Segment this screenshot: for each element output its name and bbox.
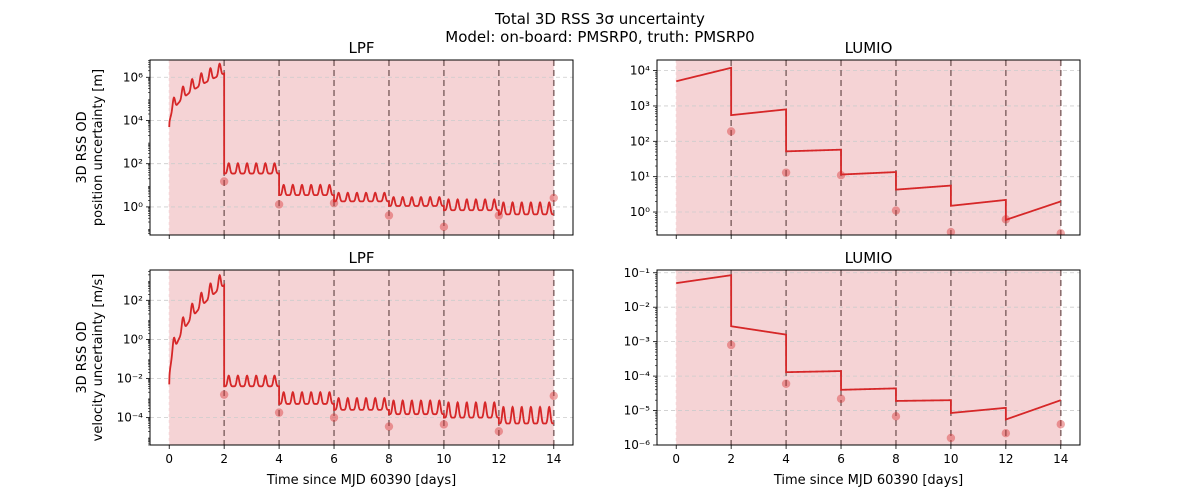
y-tick-label: 10⁻⁵: [624, 404, 651, 418]
y-tick-label: 10⁰: [630, 205, 650, 219]
x-tick-label: 8: [385, 452, 393, 466]
y-tick-label: 10⁻⁴: [117, 411, 144, 425]
figure-title-line1: Total 3D RSS 3σ uncertainty: [494, 10, 705, 28]
x-tick-label: 4: [782, 452, 790, 466]
series-line: [676, 274, 1062, 421]
shaded-region: [169, 60, 554, 235]
measurement-marker: [1001, 429, 1011, 438]
measurement-marker: [439, 222, 449, 232]
y-tick-label: 10⁴: [123, 113, 143, 127]
panel-title: LPF: [348, 249, 374, 267]
measurement-marker: [781, 379, 791, 388]
measurement-marker: [946, 227, 956, 235]
y-tick-label: 10⁶: [123, 70, 143, 84]
y-tick-label: 10⁻⁶: [624, 438, 651, 452]
measurement-marker: [219, 390, 229, 399]
y-tick-label: 10²: [123, 157, 143, 171]
x-tick-label: 8: [892, 452, 900, 466]
measurement-marker: [329, 198, 339, 208]
measurement-marker: [274, 200, 284, 209]
shaded-region: [676, 270, 1061, 445]
measurement-marker: [891, 206, 901, 215]
series-line: [168, 273, 554, 425]
y-tick-label: 10²: [123, 293, 143, 307]
panel-title: LUMIO: [845, 39, 893, 57]
x-tick-label: 2: [727, 452, 735, 466]
axes-frame: [149, 59, 574, 236]
y-tick-label: 10⁰: [123, 332, 143, 346]
y-tick-label: 10⁻¹: [624, 266, 651, 280]
panel-lumio-velocity: 10⁻¹ 10⁻² 10⁻³ 10⁻⁴ 10⁻⁵ 10⁻⁶ 0 2 4 6 8 10 12 14 LUMIO…: [624, 249, 1081, 488]
measurement-marker: [1001, 215, 1011, 224]
y-axis-label: 3D RSS OD: [75, 111, 90, 183]
y-tick-label: 10⁻²: [624, 300, 651, 314]
measurement-marker: [219, 177, 229, 186]
shaded-region: [169, 270, 554, 445]
measurement-marker: [549, 193, 558, 203]
measurement-marker: [836, 171, 846, 180]
measurement-marker: [781, 168, 791, 177]
x-tick-label: 0: [672, 452, 680, 466]
y-tick-label: 10¹: [630, 170, 650, 184]
measurement-marker: [836, 394, 846, 403]
measurement-marker: [494, 211, 504, 220]
series-line: [676, 66, 1062, 222]
x-tick-label: 6: [837, 452, 845, 466]
series-line: [168, 62, 554, 216]
x-tick-label: 4: [275, 452, 283, 466]
x-tick-label: 10: [943, 452, 958, 466]
x-tick-label: 14: [546, 452, 561, 466]
measurement-marker: [726, 127, 736, 136]
x-tick-label: 2: [220, 452, 228, 466]
panel-lpf-velocity: 10² 10⁰ 10⁻² 10⁻⁴ 0 2 4 6 8 10 12 14 LPF Time since M…: [75, 249, 574, 488]
measurement-marker: [384, 422, 394, 431]
measurement-marker: [726, 340, 736, 350]
x-tick-label: 12: [998, 452, 1013, 466]
measurement-marker: [891, 412, 901, 421]
y-tick-label: 10²: [630, 134, 650, 148]
x-tick-label: 14: [1053, 452, 1068, 466]
y-axis-label: velocity uncertainty [m/s]: [91, 274, 106, 442]
y-tick-label: 10⁻²: [117, 372, 144, 386]
y-tick-label: 10⁴: [630, 64, 650, 78]
panel-title: LPF: [348, 39, 374, 57]
x-tick-label: 12: [491, 452, 506, 466]
x-tick-label: 0: [165, 452, 173, 466]
measurement-marker: [1056, 420, 1065, 429]
y-axis-label: 3D RSS OD: [75, 321, 90, 393]
measurement-marker: [1056, 229, 1065, 235]
axes-frame: [656, 59, 1081, 236]
shaded-region: [676, 60, 1061, 235]
axes-frame: [149, 269, 574, 446]
y-tick-label: 10³: [630, 99, 650, 113]
figure-title-line2: Model: on-board: PMSRP0, truth: PMSRP0: [445, 28, 754, 46]
y-axis-label: position uncertainty [m]: [91, 69, 106, 226]
x-tick-label: 6: [330, 452, 338, 466]
y-tick-label: 10⁻⁴: [624, 369, 651, 383]
measurement-marker: [549, 391, 558, 401]
x-axis-label: Time since MJD 60390 [days]: [773, 473, 963, 488]
x-tick-label: 10: [436, 452, 451, 466]
y-tick-label: 10⁰: [123, 200, 143, 214]
y-tick-label: 10⁻³: [624, 335, 651, 349]
measurement-marker: [494, 427, 504, 436]
panel-title: LUMIO: [845, 249, 893, 267]
measurement-marker: [439, 420, 449, 429]
panel-lpf-position: 10⁶ 10⁴ 10² 10⁰ LPF 3D RSS OD position uncerta…: [75, 39, 574, 239]
x-axis-label: Time since MJD 60390 [days]: [266, 473, 456, 488]
measurement-marker: [384, 211, 394, 220]
measurement-marker: [274, 408, 284, 417]
measurement-marker: [946, 433, 956, 443]
panel-lumio-position: 10⁴ 10³ 10² 10¹ 10⁰ LUMIO: [630, 39, 1081, 239]
axes-frame: [656, 269, 1081, 446]
measurement-marker: [329, 413, 339, 422]
